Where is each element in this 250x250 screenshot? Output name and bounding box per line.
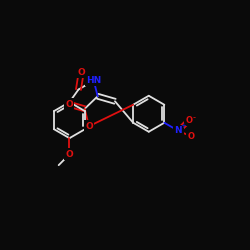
- Text: +: +: [180, 123, 186, 129]
- Text: O: O: [186, 116, 193, 124]
- Text: N: N: [174, 126, 182, 135]
- Text: O: O: [77, 68, 85, 77]
- Text: O: O: [85, 122, 93, 131]
- Text: O: O: [66, 150, 73, 159]
- Text: O: O: [65, 100, 73, 109]
- Text: O: O: [188, 132, 194, 141]
- Text: HN: HN: [86, 76, 102, 85]
- Text: -: -: [193, 113, 196, 122]
